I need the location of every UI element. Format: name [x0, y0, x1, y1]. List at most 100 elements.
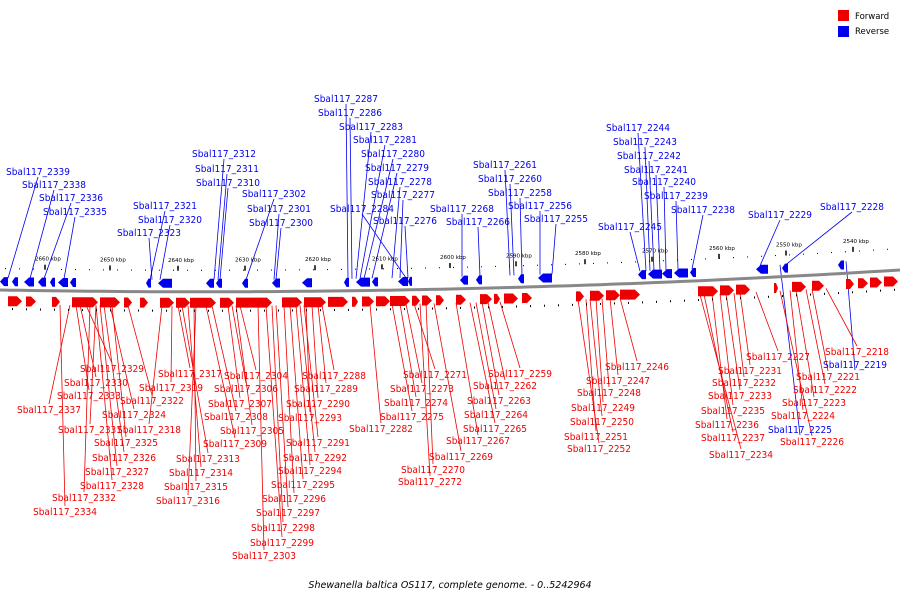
scale-minor-tick — [866, 290, 867, 293]
scale-minor-tick — [509, 265, 510, 267]
scale-minor-tick — [537, 264, 538, 266]
reverse-gene-arrow — [690, 267, 696, 277]
forward-gene-label: Sbal117_2262 — [473, 381, 537, 392]
reverse-gene-arrow — [538, 273, 552, 283]
leader-line — [239, 305, 257, 371]
forward-gene-label: Sbal117_2304 — [224, 371, 288, 382]
leader-line — [391, 186, 401, 279]
scale-minor-tick — [614, 302, 615, 305]
forward-gene-label: Sbal117_2269 — [429, 452, 493, 463]
reverse-gene-label: Sbal117_2323 — [117, 228, 181, 239]
reverse-gene-label: Sbal117_2281 — [353, 135, 417, 146]
reverse-gene-label: Sbal117_2261 — [473, 160, 537, 171]
leader-line — [283, 305, 295, 494]
scale-minor-tick — [390, 308, 391, 311]
forward-gene-label: Sbal117_2273 — [390, 384, 454, 395]
leader-line — [187, 305, 197, 496]
leader-line — [779, 290, 813, 437]
forward-gene-label: Sbal117_2222 — [793, 385, 857, 396]
forward-gene-arrow — [736, 284, 750, 295]
scale-tick-label: 2610 kbp — [372, 256, 398, 262]
scale-minor-tick — [523, 265, 524, 267]
forward-gene-label: Sbal117_2289 — [294, 384, 358, 395]
reverse-gene-arrow — [24, 277, 34, 287]
scale-minor-tick — [775, 255, 776, 257]
reverse-gene-label: Sbal117_2335 — [43, 207, 107, 218]
forward-gene-label: Sbal117_2221 — [796, 372, 860, 383]
scale-minor-tick — [236, 309, 237, 312]
scale-minor-tick — [565, 263, 566, 265]
forward-gene-label: Sbal117_2288 — [302, 371, 366, 382]
leader-line — [663, 186, 667, 271]
scale-minor-tick — [418, 307, 419, 310]
leader-line — [725, 293, 741, 391]
leader-line — [711, 294, 728, 420]
forward-gene-label: Sbal117_2327 — [85, 467, 149, 478]
scale-minor-tick — [243, 269, 244, 271]
scale-minor-tick — [432, 307, 433, 310]
reverse-gene-label: Sbal117_2260 — [478, 174, 542, 185]
forward-gene-label: Sbal117_2308 — [204, 412, 268, 423]
leader-line — [585, 299, 597, 432]
scale-minor-tick — [257, 269, 258, 271]
forward-gene-label: Sbal117_2274 — [384, 398, 448, 409]
leader-line — [231, 305, 247, 384]
scale-minor-tick — [754, 296, 755, 299]
leader-line — [509, 183, 515, 276]
scale-minor-tick — [187, 269, 188, 271]
leader-line — [475, 302, 497, 410]
leader-line — [213, 158, 225, 280]
reverse-gene-label: Sbal117_2255 — [524, 214, 588, 225]
forward-gene-label: Sbal117_2330 — [64, 378, 128, 389]
forward-gene-arrow — [390, 296, 410, 307]
forward-gene-label: Sbal117_2306 — [214, 384, 278, 395]
forward-gene-arrow — [100, 297, 120, 308]
forward-gene-label: Sbal117_2272 — [398, 477, 462, 488]
leader-line — [739, 292, 751, 366]
scale-minor-tick — [264, 309, 265, 312]
leader-line — [504, 169, 511, 276]
scale-minor-tick — [579, 263, 580, 265]
leader-line — [371, 172, 398, 279]
reverse-gene-arrow — [272, 278, 280, 288]
scale-minor-tick — [656, 300, 657, 303]
scale-minor-tick — [572, 303, 573, 306]
reverse-gene-arrow — [372, 277, 378, 287]
scale-minor-tick — [544, 304, 545, 307]
scale-minor-tick — [838, 292, 839, 295]
scale-minor-tick — [719, 257, 720, 259]
scale-minor-tick — [124, 309, 125, 312]
forward-gene-arrow — [140, 297, 148, 308]
forward-gene-arrow — [846, 279, 854, 290]
scale-minor-tick — [299, 269, 300, 271]
scale-minor-tick — [19, 268, 20, 270]
scale-minor-tick — [159, 269, 160, 271]
reverse-gene-label: Sbal117_2244 — [606, 123, 670, 134]
reverse-gene-label: Sbal117_2225 — [768, 425, 832, 436]
leader-line — [719, 293, 734, 406]
leader-line — [629, 231, 641, 272]
reverse-gene-arrow — [302, 278, 312, 288]
scale-minor-tick — [684, 299, 685, 302]
reverse-gene-arrow — [158, 278, 172, 288]
reverse-gene-arrow — [242, 278, 248, 288]
scale-minor-tick — [481, 266, 482, 268]
scale-minor-tick — [362, 308, 363, 311]
forward-gene-arrow — [494, 293, 500, 304]
leader-line — [811, 289, 829, 372]
legend: Forward Reverse — [838, 10, 889, 37]
forward-gene-label: Sbal117_2234 — [709, 450, 773, 461]
leader-line — [177, 305, 191, 369]
leader-line — [295, 305, 311, 466]
scale-minor-tick — [75, 269, 76, 271]
scale-minor-tick — [628, 301, 629, 304]
reverse-gene-label: Sbal117_2301 — [247, 204, 311, 215]
forward-gene-arrow — [412, 295, 420, 306]
leader-line — [404, 225, 409, 278]
scale-minor-tick — [110, 309, 111, 312]
forward-gene-label: Sbal117_2259 — [488, 369, 552, 380]
scale-minor-tick — [446, 307, 447, 310]
forward-gene-label: Sbal117_2290 — [286, 399, 350, 410]
forward-gene-arrow — [72, 297, 98, 308]
forward-gene-label: Sbal117_2275 — [380, 412, 444, 423]
